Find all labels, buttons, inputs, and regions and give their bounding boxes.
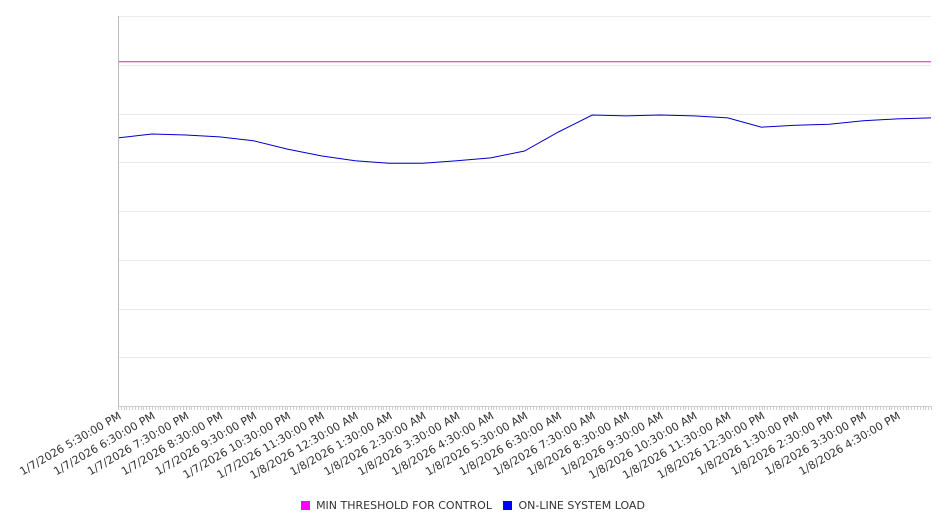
legend-item-threshold[interactable]: MIN THRESHOLD FOR CONTROL [301, 499, 492, 512]
x-axis-labels: 1/7/2026 5:30:00 PM1/7/2026 6:30:00 PM1/… [17, 409, 902, 482]
legend-label-system-load: ON-LINE SYSTEM LOAD [518, 499, 645, 512]
x-axis-ticks [118, 406, 932, 410]
series-line-1 [117, 114, 932, 164]
legend: MIN THRESHOLD FOR CONTROL ON-LINE SYSTEM… [0, 499, 946, 513]
legend-swatch-threshold [301, 501, 311, 510]
gridlines [118, 16, 931, 407]
legend-swatch-system-load [503, 501, 513, 510]
series-lines [117, 61, 932, 164]
legend-label-threshold: MIN THRESHOLD FOR CONTROL [316, 499, 492, 512]
legend-item-system-load[interactable]: ON-LINE SYSTEM LOAD [503, 499, 645, 512]
